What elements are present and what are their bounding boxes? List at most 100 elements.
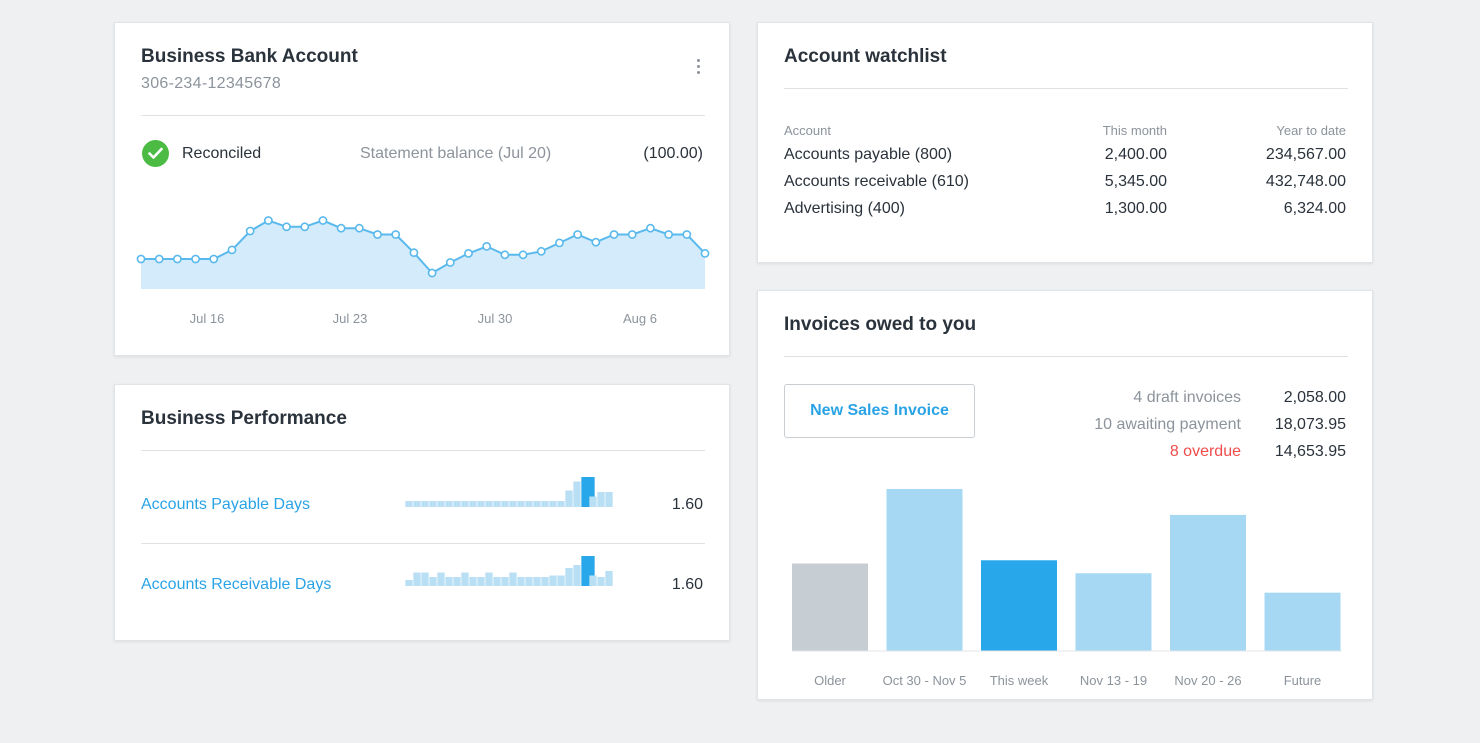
invoice-bar: [1170, 514, 1246, 651]
x-axis-label: Jul 30: [478, 311, 513, 326]
bank-account-title: Business Bank Account: [141, 46, 358, 67]
sparkline-bar: [541, 577, 549, 586]
balance-point: [700, 249, 710, 258]
balance-point: [136, 254, 146, 264]
sparkline-bar: [589, 575, 597, 586]
overdue-label[interactable]: 8 overdue: [1169, 443, 1241, 460]
balance-point: [646, 223, 655, 233]
performance-title: Business Performance: [141, 408, 347, 429]
sparkline-bar: [533, 577, 541, 586]
invoice-bar-label: Oct 30 - Nov 5: [883, 673, 967, 688]
balance-point: [227, 245, 237, 255]
sparkline-bar: [429, 501, 437, 507]
balance-point: [391, 230, 401, 239]
sparkline-bar: [605, 571, 613, 586]
x-axis-label: Aug 6: [623, 311, 657, 326]
sparkline-bar: [477, 501, 485, 507]
watchlist-this-month: 2,400.00: [1104, 146, 1167, 163]
balance-line-chart: Jul 16 Jul 23 Jul 30 Aug 6: [136, 216, 710, 326]
balance-point: [427, 268, 437, 278]
invoice-bar: [1264, 592, 1341, 651]
sparkline-bar: [469, 501, 477, 507]
sparkline-bar: [429, 577, 437, 586]
sparkline-bar: [445, 577, 453, 586]
watchlist-account-name[interactable]: Accounts receivable (610): [784, 173, 969, 190]
balance-point: [536, 246, 546, 256]
balance-point: [573, 230, 583, 239]
sparkline-bar: [549, 501, 557, 507]
sparkline-bar: [565, 490, 573, 507]
sparkline-bar: [461, 572, 469, 586]
awaiting-payment-label[interactable]: 10 awaiting payment: [1094, 416, 1241, 433]
watchlist-this-month: 5,345.00: [1104, 173, 1167, 190]
balance-point: [154, 254, 164, 264]
draft-invoices-label[interactable]: 4 draft invoices: [1133, 389, 1241, 406]
sparkline-bar: [517, 577, 525, 586]
invoice-bar-label: Future: [1284, 673, 1322, 688]
balance-point: [464, 249, 473, 258]
divider: [141, 543, 705, 544]
sparkline-bar: [421, 501, 429, 507]
sparkline-bar: [437, 572, 445, 586]
balance-point: [445, 258, 455, 267]
watchlist-header-account: Account: [784, 123, 831, 138]
draft-invoices-value: 2,058.00: [1283, 389, 1346, 406]
sparkline-bar: [597, 492, 605, 507]
balance-point: [263, 216, 273, 225]
balance-point: [682, 230, 692, 239]
watchlist-ytd: 6,324.00: [1283, 200, 1346, 217]
sparkline-bar: [485, 572, 493, 586]
watchlist-account-name[interactable]: Accounts payable (800): [784, 146, 953, 163]
sparkline-bar: [477, 577, 485, 586]
balance-point: [409, 248, 419, 258]
watchlist-header-ytd: Year to date: [1276, 123, 1346, 138]
balance-area: [141, 220, 705, 289]
overdue-value: 14,653.95: [1274, 443, 1346, 460]
invoice-bar-label: Nov 20 - 26: [1174, 673, 1241, 688]
sparkline-bar: [541, 501, 549, 507]
watchlist-ytd: 234,567.00: [1265, 146, 1346, 163]
accounts-receivable-days-link[interactable]: Accounts Receivable Days: [141, 576, 332, 593]
balance-point: [664, 230, 674, 239]
sparkline-bar: [461, 501, 469, 507]
sparkline-bar: [533, 501, 541, 507]
invoices-owed-card: Invoices owed to you New Sales Invoice 4…: [757, 290, 1373, 700]
account-number: 306-234-12345678: [141, 75, 282, 92]
accounts-payable-days-link[interactable]: Accounts Payable Days: [141, 496, 310, 513]
sparkline-bar: [413, 572, 421, 586]
statement-balance-label: Statement balance (Jul 20): [360, 145, 552, 162]
accounts-receivable-sparkline: [405, 556, 613, 586]
x-axis-label: Jul 16: [190, 311, 225, 326]
sparkline-bar: [445, 501, 453, 507]
divider: [141, 450, 705, 451]
balance-point: [500, 250, 510, 260]
invoice-bar-label: Older: [814, 673, 846, 688]
sparkline-bar: [493, 577, 501, 586]
new-sales-invoice-button[interactable]: New Sales Invoice: [784, 384, 975, 438]
divider: [141, 115, 705, 116]
sparkline-bar: [453, 501, 461, 507]
sparkline-bar: [509, 572, 517, 586]
watchlist-ytd: 432,748.00: [1265, 173, 1346, 190]
balance-point: [609, 230, 619, 239]
balance-point: [373, 230, 382, 239]
sparkline-bar: [501, 501, 509, 507]
invoice-bar-label: This week: [990, 673, 1049, 688]
sparkline-bar: [557, 501, 565, 507]
sparkline-bar: [413, 501, 421, 507]
sparkline-bar: [573, 481, 581, 507]
balance-point: [354, 223, 364, 233]
balance-point: [518, 250, 528, 260]
sparkline-bar: [437, 501, 445, 507]
accounts-payable-sparkline: [405, 477, 613, 507]
sparkline-bar: [501, 577, 509, 586]
invoice-bar: [1075, 573, 1152, 651]
invoice-bar: [886, 489, 963, 651]
watchlist-this-month: 1,300.00: [1104, 200, 1167, 217]
accounts-payable-days-value: 1.60: [671, 496, 703, 513]
balance-point: [482, 242, 492, 251]
watchlist-account-name[interactable]: Advertising (400): [784, 200, 905, 217]
bank-account-card: Business Bank Account 306-234-12345678 R…: [114, 22, 730, 356]
more-options-icon[interactable]: [695, 59, 701, 79]
invoices-title: Invoices owed to you: [784, 314, 977, 335]
